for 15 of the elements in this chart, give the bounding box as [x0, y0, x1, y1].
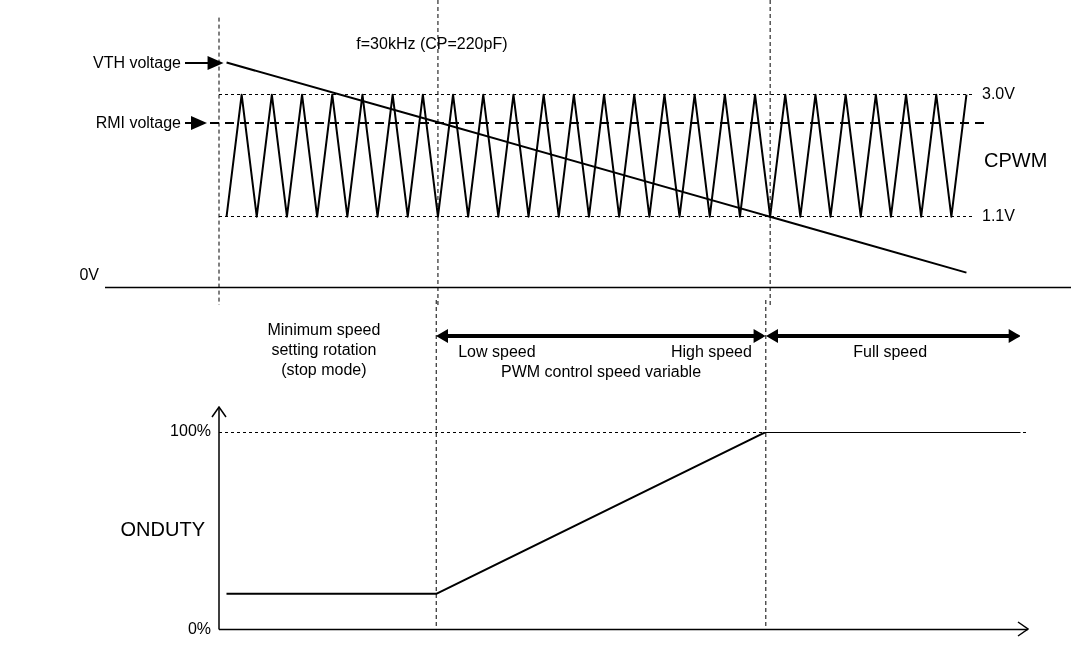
- text: Low speed: [458, 342, 536, 362]
- series-label: CPWM: [984, 148, 1048, 171]
- y-tick-label: 100%: [170, 422, 211, 440]
- y-tick-label: 3.0V: [982, 85, 1016, 103]
- text: High speed: [670, 342, 752, 362]
- text: Full speed: [853, 342, 928, 362]
- y-tick-label: 0%: [187, 619, 211, 637]
- text: PWM control speed variable: [500, 362, 702, 382]
- y-tick-label: 1.1V: [982, 207, 1016, 225]
- y-axis-title: ONDUTY: [120, 517, 205, 540]
- text: 0V: [79, 265, 99, 286]
- text: Minimum speed setting rotation (stop mode): [267, 320, 381, 380]
- annotation: f=30kHz (CP=220pF): [356, 34, 508, 54]
- legend-label: VTH voltage: [92, 52, 181, 73]
- ref-line-label: RMI voltage: [95, 112, 181, 133]
